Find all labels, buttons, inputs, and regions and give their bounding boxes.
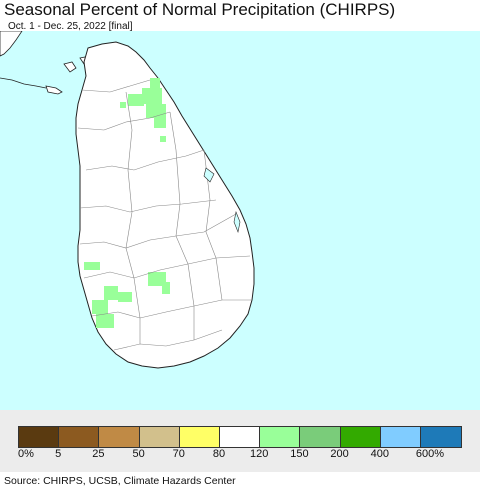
legend-tick-label: 150 bbox=[290, 448, 309, 460]
batticaloa-lagoon bbox=[233, 210, 241, 234]
district-boundaries bbox=[77, 79, 252, 351]
map-title: Seasonal Percent of Normal Precipitation… bbox=[4, 0, 396, 19]
legend-swatch bbox=[59, 427, 100, 447]
legend-swatch bbox=[340, 427, 381, 447]
legend-swatch bbox=[139, 427, 180, 447]
legend-swatch bbox=[219, 427, 261, 447]
legend-tick-label: 120 bbox=[250, 448, 269, 460]
legend-tick-label: 70 bbox=[172, 448, 185, 460]
sri-lanka-landmass bbox=[75, 41, 255, 369]
legend-swatch bbox=[260, 427, 301, 447]
wet-anomaly-areas bbox=[84, 78, 170, 328]
legend: 0% 5 25 50 70 80 120 150 200 400 600% bbox=[0, 410, 480, 472]
legend-tick-label: 5 bbox=[55, 448, 62, 460]
legend-tick-label: 50 bbox=[132, 448, 145, 460]
legend-tick-label: 80 bbox=[212, 448, 226, 460]
legend-tick-label: 25 bbox=[92, 448, 105, 460]
legend-tick-label: 200 bbox=[330, 448, 349, 460]
legend-swatch bbox=[19, 427, 60, 447]
precipitation-map bbox=[0, 31, 480, 410]
legend-swatch bbox=[99, 427, 140, 447]
adams-bridge bbox=[0, 77, 47, 89]
legend-swatch bbox=[380, 427, 421, 447]
map-subtitle: Oct. 1 - Dec. 25, 2022 [final] bbox=[8, 21, 133, 32]
india-coastline bbox=[0, 31, 23, 57]
legend-tick-label: 600% bbox=[415, 448, 445, 460]
legend-swatch bbox=[300, 427, 341, 447]
source-credit: Source: CHIRPS, UCSB, Climate Hazards Ce… bbox=[4, 475, 236, 487]
mannar-island bbox=[45, 85, 63, 95]
legend-tick-label: 400 bbox=[370, 448, 389, 460]
legend-color-bar bbox=[18, 426, 463, 448]
trincomalee-bay bbox=[203, 167, 215, 183]
legend-swatch bbox=[179, 427, 220, 447]
legend-tick-label: 0% bbox=[18, 448, 34, 460]
legend-swatch bbox=[420, 427, 462, 447]
